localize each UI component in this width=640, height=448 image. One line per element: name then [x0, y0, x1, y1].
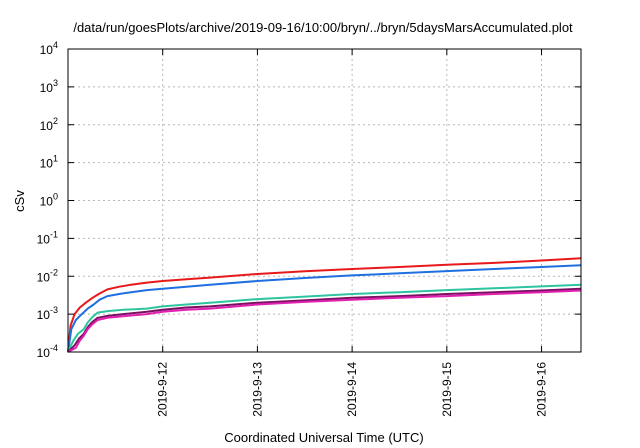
series-lines — [67, 257, 582, 353]
y-tick-label: 10-2 — [37, 267, 58, 284]
x-axis: 2019-9-12 2019-9-13 2019-9-14 2019-9-15 2019… — [156, 49, 549, 417]
y-tick-label: 101 — [40, 154, 58, 171]
x-tick-label: 2019-9-12 — [156, 362, 170, 417]
y-tick-label: 10-3 — [37, 305, 58, 322]
x-axis-label: Coordinated Universal Time (UTC) — [224, 430, 423, 445]
series-line-5 — [67, 289, 582, 353]
y-tick-label: 100 — [40, 192, 58, 209]
y-tick-label: 103 — [40, 78, 58, 95]
series-line-3 — [67, 283, 582, 353]
x-tick-label: 2019-9-15 — [440, 362, 454, 417]
y-tick-label: 10-4 — [37, 343, 58, 360]
y-axis: 10-4 10-3 10-2 10-1 100 101 102 103 104 — [37, 40, 581, 360]
series-line-1 — [67, 257, 582, 353]
y-axis-label: cSv — [12, 190, 27, 212]
x-tick-label: 2019-9-14 — [345, 362, 359, 417]
grid-lines — [68, 49, 581, 352]
chart-title: /data/run/goesPlots/archive/2019-09-16/1… — [73, 20, 573, 35]
y-tick-label: 104 — [40, 40, 58, 57]
x-tick-label: 2019-9-16 — [535, 362, 549, 417]
series-line-2 — [67, 264, 582, 353]
series-line-4 — [67, 287, 582, 353]
y-tick-label: 10-1 — [37, 229, 58, 246]
y-tick-label: 102 — [40, 116, 58, 133]
x-tick-label: 2019-9-13 — [250, 362, 264, 417]
